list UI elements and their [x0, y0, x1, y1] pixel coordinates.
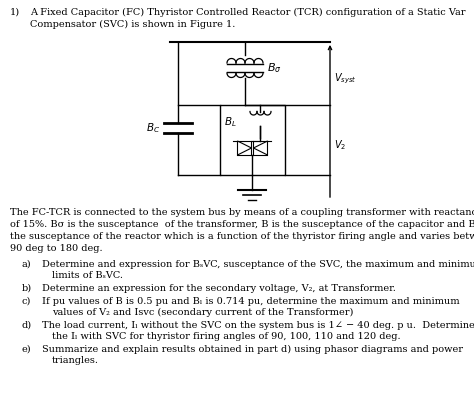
- Text: $V_2$: $V_2$: [334, 138, 346, 152]
- Text: 90 deg to 180 deg.: 90 deg to 180 deg.: [10, 244, 103, 253]
- Text: e): e): [22, 345, 32, 354]
- Text: The FC-TCR is connected to the system bus by means of a coupling transformer wit: The FC-TCR is connected to the system bu…: [10, 208, 474, 217]
- Text: Compensator (SVC) is shown in Figure 1.: Compensator (SVC) is shown in Figure 1.: [30, 20, 236, 29]
- Bar: [220, 105, 285, 175]
- Text: $V_{syst}$: $V_{syst}$: [334, 71, 356, 86]
- Text: of 15%. Bσ is the susceptance  of the transformer, B⁣ is the susceptance of the : of 15%. Bσ is the susceptance of the tra…: [10, 220, 474, 229]
- Text: A Fixed Capacitor (FC) Thyristor Controlled Reactor (TCR) configuration of a Sta: A Fixed Capacitor (FC) Thyristor Control…: [30, 8, 465, 17]
- Text: b): b): [22, 284, 32, 293]
- Text: The load current, Iₗ without the SVC on the system bus is 1∠ − 40 deg. p u.  Det: The load current, Iₗ without the SVC on …: [42, 321, 474, 330]
- Text: limits of BₛVC.: limits of BₛVC.: [52, 271, 123, 280]
- Text: $B_\sigma$: $B_\sigma$: [267, 61, 282, 75]
- Text: the susceptance of the reactor which is a function of the thyristor firing angle: the susceptance of the reactor which is …: [10, 232, 474, 241]
- Text: d): d): [22, 321, 32, 330]
- Text: Determine an expression for the secondary voltage, V₂, at Transformer.: Determine an expression for the secondar…: [42, 284, 396, 293]
- Text: a): a): [22, 260, 32, 269]
- Text: c): c): [22, 297, 31, 306]
- Text: $B_L$: $B_L$: [224, 115, 237, 129]
- Text: Determine and expression for BₛVC, susceptance of the SVC, the maximum and minim: Determine and expression for BₛVC, susce…: [42, 260, 474, 269]
- Text: $B_C$: $B_C$: [146, 121, 160, 135]
- Text: If pu values of B⁣ is 0.5 pu and Bₗ is 0.714 pu, determine the maximum and minim: If pu values of B⁣ is 0.5 pu and Bₗ is 0…: [42, 297, 460, 306]
- Text: the Iₗ with SVC for thyristor firing angles of 90, 100, 110 and 120 deg.: the Iₗ with SVC for thyristor firing ang…: [52, 332, 401, 341]
- Text: values of V₂ and Isvc (secondary current of the Transformer): values of V₂ and Isvc (secondary current…: [52, 308, 354, 317]
- Text: 1): 1): [10, 8, 20, 17]
- Text: triangles.: triangles.: [52, 356, 99, 365]
- Text: Summarize and explain results obtained in part d) using phasor diagrams and powe: Summarize and explain results obtained i…: [42, 345, 463, 354]
